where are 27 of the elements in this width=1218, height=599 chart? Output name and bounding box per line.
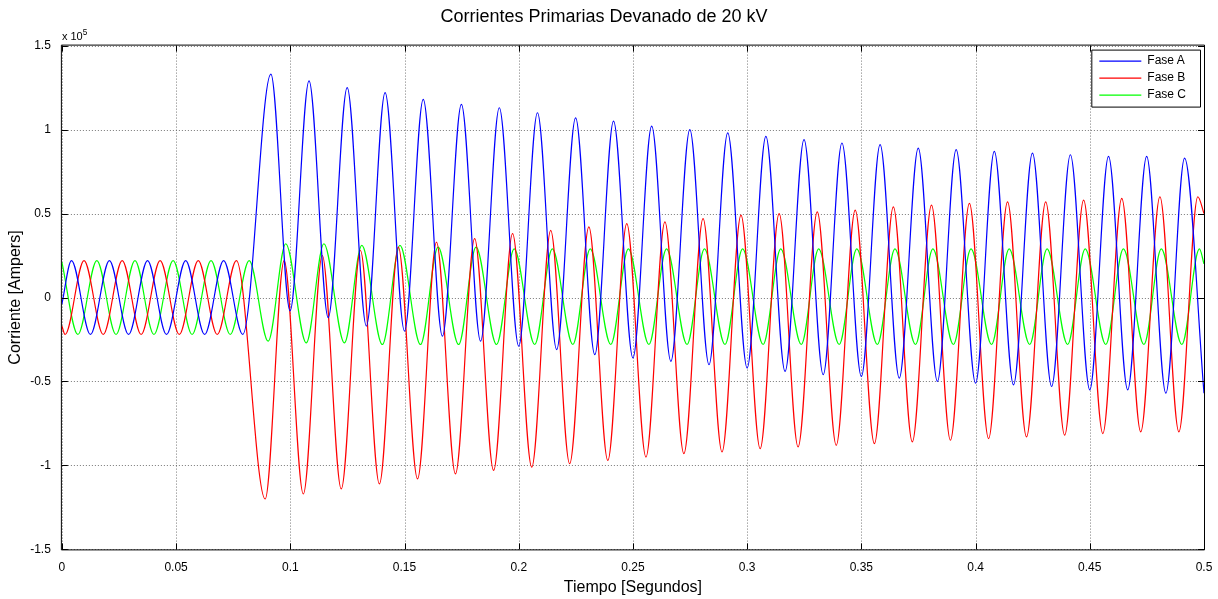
y-tick-label: 0.5 (34, 205, 52, 220)
line-series (61, 243, 1204, 346)
y-tick-label: 0 (44, 289, 52, 304)
y-tick-label: -1 (40, 457, 52, 472)
y-axis-title: Corriente [Ampers] (6, 230, 24, 365)
legend-label: Fase B (1147, 70, 1186, 85)
x-tick-label: 0.1 (281, 559, 299, 574)
y-tick-label: -1.5 (30, 541, 52, 556)
x-tick-label: 0.25 (621, 559, 645, 574)
x-tick-label: 0 (58, 559, 66, 574)
x-tick-label: 0.15 (392, 559, 417, 574)
x-tick-label: 0.35 (849, 559, 874, 574)
x-tick-label: 0.05 (164, 559, 189, 574)
x-axis-title: Tiempo [Segundos] (563, 577, 703, 595)
legend-label: Fase A (1147, 53, 1185, 68)
line-series (61, 73, 1204, 394)
x-tick-label: 0.3 (738, 559, 756, 574)
x-tick-label: 0.5 (1195, 559, 1213, 574)
x-tick-label: 0.4 (967, 559, 985, 574)
legend-label: Fase C (1147, 87, 1187, 102)
y-tick-label: 1.5 (34, 37, 52, 52)
y-tick-label: 1 (44, 121, 52, 136)
chart-title: Corrientes Primarias Devanado de 20 kV (440, 5, 768, 26)
y-tick-label: -0.5 (30, 373, 52, 388)
line-series (61, 196, 1204, 500)
x-tick-label: 0.2 (510, 559, 528, 574)
x-tick-label: 0.45 (1078, 559, 1102, 574)
